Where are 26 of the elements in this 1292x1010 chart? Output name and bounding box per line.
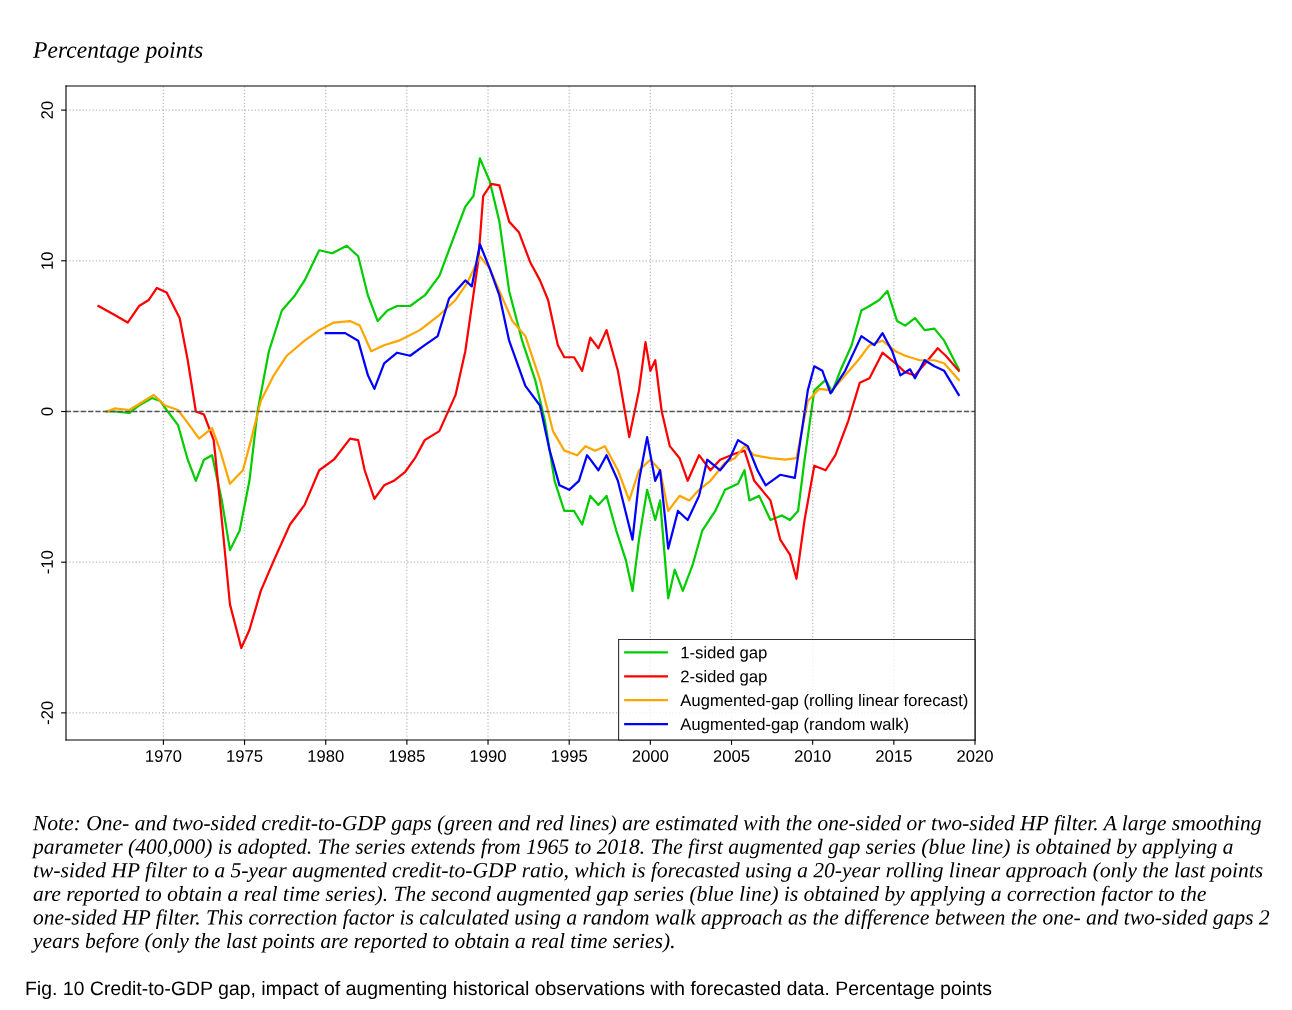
y-tick-label: -20	[41, 701, 53, 725]
x-tick-label: 1975	[227, 750, 263, 762]
line-series	[324, 243, 960, 550]
x-tick-label: 1985	[389, 750, 425, 762]
y-tick-label: 10	[41, 252, 53, 269]
x-tick-label: 2000	[632, 750, 669, 762]
y-tick-label: 0	[41, 407, 53, 416]
y-tick-label: 20	[41, 101, 53, 119]
x-tick-label: 2015	[876, 750, 912, 762]
line-series	[105, 255, 960, 513]
x-tick-label: 1995	[551, 750, 588, 762]
line-series	[105, 157, 960, 600]
legend-label: 2-sided gap	[681, 670, 767, 686]
legend-label: Augmented-gap (random walk)	[680, 717, 909, 734]
legend-label: 1-sided gap	[681, 646, 767, 662]
x-tick-label: 1970	[146, 750, 182, 762]
x-tick-label: 2020	[957, 750, 993, 762]
text: Note: One- and two-sided credit-to-GDP gaps (green and red lines) are estimated with the one-sided or two-sided HP filter. A large smoothing parameter (400,000) is adopted. The series extends from 1965 to 2018. The first augmented gap series (blue line) is obtained by applying a tw-sided HP filter to a 5-year augmented credit-to-GDP ratio, which is forecasted using a 20-year rolling linear approach (only the last points are reported to obtain a real time series). The second augmented gap series (blue line) is obtained by applying a correction factor to the one-sided HP filter. This correction factor is calculated using a random walk approach as the difference between the one- and two-sided gaps 2 years before (only the last points are reported to obtain a real time series).	[31, 815, 1270, 953]
legend-label: Augmented-gap (rolling linear forecast)	[680, 693, 968, 710]
y-tick-label: -10	[41, 550, 53, 574]
x-tick-label: 2010	[794, 750, 831, 762]
x-tick-label: 1980	[308, 750, 344, 762]
chart-title: Percentage points	[32, 42, 203, 63]
x-tick-label: 1990	[470, 750, 506, 762]
caption: Fig. 10 Credit-to-GDP gap, impact of augmenting historical observations with forecasted data. Percentage points	[26, 980, 992, 1000]
x-tick-label: 2005	[713, 750, 750, 762]
